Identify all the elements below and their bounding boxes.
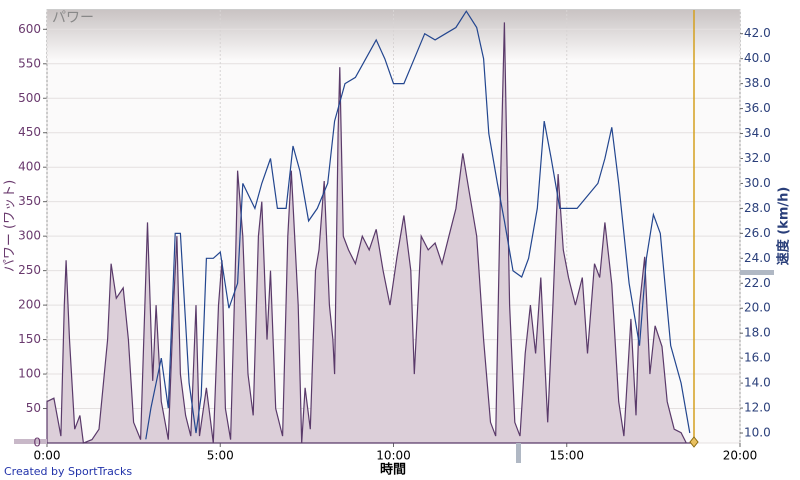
y2-tick-label: 30.0 bbox=[744, 176, 771, 190]
panel-label: パワー bbox=[52, 10, 94, 26]
y2-tick-label: 34.0 bbox=[744, 126, 771, 140]
y2-tick-label: 36.0 bbox=[744, 101, 771, 115]
y-tick-label: 550 bbox=[18, 56, 41, 70]
x-tick-label: 0:00 bbox=[34, 449, 61, 463]
y2-tick-label: 28.0 bbox=[744, 201, 771, 215]
y-tick-label: 450 bbox=[18, 125, 41, 139]
y-tick-label: 400 bbox=[18, 160, 41, 174]
y2-tick-label: 20.0 bbox=[744, 301, 771, 315]
y2-tick-label: 18.0 bbox=[744, 326, 771, 340]
y-tick-label: 250 bbox=[18, 263, 41, 277]
footer[interactable]: Created by SportTracks bbox=[4, 465, 132, 478]
y-tick-label: 350 bbox=[18, 194, 41, 208]
y2-tick-label: 14.0 bbox=[744, 376, 771, 390]
y2-tick-label: 22.0 bbox=[744, 276, 771, 290]
y2-tick-label: 10.0 bbox=[744, 426, 771, 440]
y2-tick-label: 16.0 bbox=[744, 351, 771, 365]
x-axis-title: 時間 bbox=[380, 462, 406, 478]
y-slider-left[interactable] bbox=[14, 439, 47, 444]
y-tick-label: 500 bbox=[18, 91, 41, 105]
x-tick-label: 5:00 bbox=[207, 449, 234, 463]
power-area bbox=[46, 22, 695, 444]
y2-tick-label: 26.0 bbox=[744, 226, 771, 240]
x-slider[interactable] bbox=[516, 443, 521, 463]
y2-axis-title: 速度 (km/h) bbox=[776, 187, 792, 266]
y2-tick-label: 32.0 bbox=[744, 151, 771, 165]
y-tick-label: 600 bbox=[18, 22, 41, 36]
y2-tick-label: 38.0 bbox=[744, 76, 771, 90]
y-axis-title: パワー (ワット) bbox=[3, 180, 18, 272]
y2-tick-label: 24.0 bbox=[744, 251, 771, 265]
y-tick-label: 300 bbox=[18, 229, 41, 243]
y-tick-label: 200 bbox=[18, 298, 41, 312]
y2-tick-label: 42.0 bbox=[744, 26, 771, 40]
speed-line bbox=[145, 10, 691, 440]
y-tick-label: 50 bbox=[26, 401, 41, 415]
x-tick-label: 15:00 bbox=[549, 449, 584, 463]
y-tick-label: 150 bbox=[18, 332, 41, 346]
x-tick-label: 20:00 bbox=[723, 449, 758, 463]
y-slider[interactable] bbox=[740, 270, 774, 275]
y2-tick-label: 40.0 bbox=[744, 51, 771, 65]
y-tick-label: 0 bbox=[33, 436, 41, 450]
y2-tick-label: 12.0 bbox=[744, 401, 771, 415]
x-tick-label: 10:00 bbox=[376, 449, 411, 463]
cursor-marker[interactable] bbox=[689, 436, 699, 448]
y-tick-label: 100 bbox=[18, 367, 41, 381]
